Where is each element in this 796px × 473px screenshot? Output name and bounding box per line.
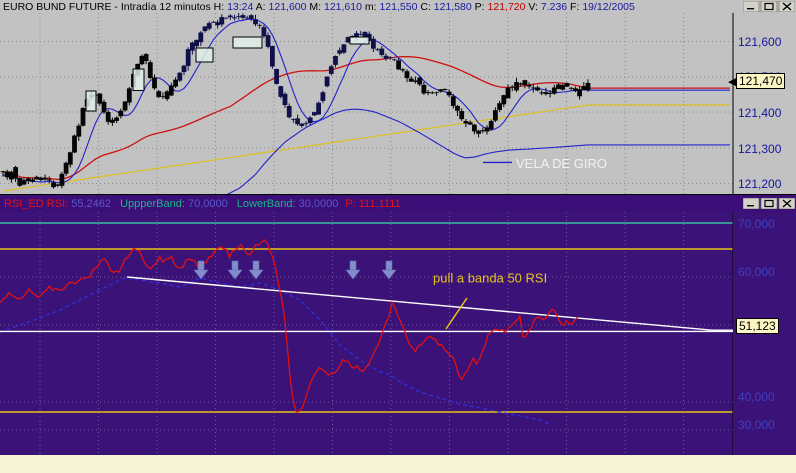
svg-text:pull a banda 50 RSI: pull a banda 50 RSI [433, 271, 547, 286]
svg-text:VELA DE GIRO: VELA DE GIRO [516, 156, 607, 171]
